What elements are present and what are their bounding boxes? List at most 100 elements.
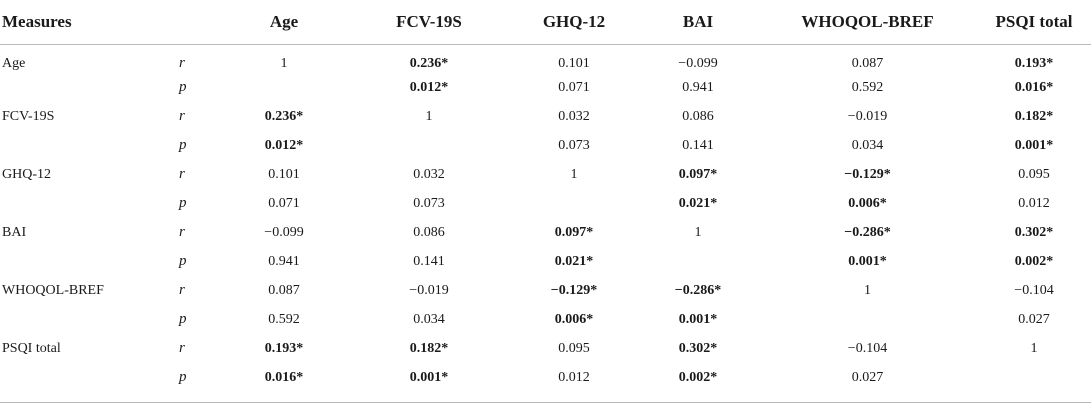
value-cell: −0.286* — [674, 282, 722, 298]
stat-cell: r — [179, 340, 185, 356]
value-cell: 0.012* — [409, 79, 449, 95]
stat-cell: r — [179, 224, 185, 240]
table-row: Age r 1 0.236* 0.101 −0.099 0.087 0.193* — [0, 44, 1091, 73]
measure-name-cell: PSQI total — [2, 340, 61, 356]
value-cell: −0.099 — [264, 224, 304, 240]
table-row: GHQ-12 r 0.101 0.032 1 0.097* −0.129* 0.095 — [0, 160, 1091, 189]
value-cell: 0.141 — [413, 253, 445, 269]
value-cell: −0.286* — [844, 224, 891, 240]
value-cell: 0.001* — [678, 311, 718, 327]
table-row: WHOQOL-BREF r 0.087 −0.019 −0.129* −0.286* 1 −0… — [0, 276, 1091, 305]
value-cell: 0.034 — [851, 137, 884, 153]
value-cell: 0.097* — [554, 224, 594, 240]
value-cell: 0.592 — [851, 79, 884, 95]
measure-name-cell — [0, 363, 178, 392]
value-cell: 0.001* — [848, 253, 887, 269]
column-header-age: Age — [220, 0, 348, 45]
value-cell: 0.101 — [558, 55, 590, 71]
value-cell: 1 — [425, 108, 433, 124]
value-cell: 0.032 — [558, 108, 590, 124]
value-cell: 0.032 — [413, 166, 445, 182]
value-cell: 0.236* — [264, 108, 304, 124]
value-cell — [348, 131, 510, 160]
value-cell — [977, 363, 1091, 392]
value-cell: −0.104 — [1014, 282, 1054, 298]
stat-cell: p — [179, 195, 187, 211]
value-cell: 0.016* — [264, 369, 304, 385]
value-cell: 0.073 — [558, 137, 590, 153]
value-cell: 1 — [864, 282, 871, 298]
value-cell: 0.027 — [851, 369, 884, 385]
stat-cell: p — [179, 311, 187, 327]
value-cell: 0.006* — [848, 195, 887, 211]
value-cell: 0.021* — [554, 253, 594, 269]
value-cell: 0.012* — [264, 137, 304, 153]
column-header-fcv19s: FCV-19S — [348, 0, 510, 45]
value-cell — [220, 73, 348, 102]
table-row: p 0.592 0.034 0.006* 0.001* 0.027 — [0, 305, 1091, 334]
measure-name-cell: FCV-19S — [2, 108, 55, 124]
table-row: p 0.012* 0.071 0.941 0.592 0.016* — [0, 73, 1091, 102]
value-cell: 0.012 — [558, 369, 590, 385]
value-cell: 0.182* — [1014, 108, 1054, 124]
value-cell: 0.141 — [682, 137, 714, 153]
stat-cell: p — [179, 137, 187, 153]
column-header-psqi-total: PSQI total — [977, 0, 1091, 45]
stat-cell: r — [179, 55, 185, 72]
table-row: p 0.071 0.073 0.021* 0.006* 0.012 — [0, 189, 1091, 218]
measure-name-cell: Age — [2, 55, 26, 71]
measure-name-cell — [0, 73, 178, 102]
value-cell: 0.073 — [413, 195, 445, 211]
value-cell: 0.193* — [1014, 55, 1054, 71]
measure-name-cell: GHQ-12 — [2, 166, 51, 182]
stat-cell: r — [179, 282, 185, 298]
table-row: p 0.016* 0.001* 0.012 0.002* 0.027 — [0, 363, 1091, 392]
value-cell: −0.019 — [409, 282, 449, 298]
value-cell: 0.071 — [268, 195, 300, 211]
value-cell: 1 — [1030, 340, 1038, 356]
column-header-measures: Measures — [0, 0, 178, 45]
value-cell: 0.021* — [678, 195, 718, 211]
value-cell: 0.002* — [1014, 253, 1054, 269]
value-cell: 0.001* — [1014, 137, 1054, 153]
correlation-table: Measures Age FCV-19S GHQ-12 BAI WHOQOL-B… — [0, 0, 1091, 392]
value-cell: 1 — [570, 166, 578, 182]
measure-name-cell — [0, 305, 178, 334]
measure-name-cell — [0, 131, 178, 160]
value-cell: 0.182* — [409, 340, 449, 356]
table-row: PSQI total r 0.193* 0.182* 0.095 0.302* −0.104… — [0, 334, 1091, 363]
table-row: p 0.012* 0.073 0.141 0.034 0.001* — [0, 131, 1091, 160]
value-cell: 1 — [694, 224, 702, 240]
value-cell — [638, 247, 758, 276]
column-header-stat — [178, 0, 220, 45]
value-cell: 0.941 — [268, 253, 300, 269]
value-cell: 0.302* — [678, 340, 718, 356]
value-cell: 0.097* — [678, 166, 718, 182]
header-row: Measures Age FCV-19S GHQ-12 BAI WHOQOL-B… — [0, 0, 1091, 45]
stat-cell: p — [179, 369, 187, 385]
stat-cell: p — [179, 79, 187, 95]
table-header: Measures Age FCV-19S GHQ-12 BAI WHOQOL-B… — [0, 0, 1091, 45]
value-cell: 0.071 — [558, 79, 590, 95]
value-cell: −0.129* — [550, 282, 598, 298]
table-row: FCV-19S r 0.236* 1 0.032 0.086 −0.019 0.182* — [0, 102, 1091, 131]
value-cell: 0.016* — [1014, 79, 1054, 95]
value-cell: 0.095 — [1018, 166, 1050, 182]
column-header-whoqol-bref: WHOQOL-BREF — [758, 0, 977, 45]
value-cell: 0.101 — [268, 166, 300, 182]
value-cell: 0.012 — [1018, 195, 1050, 211]
value-cell: −0.019 — [847, 108, 888, 124]
value-cell: 0.001* — [409, 369, 449, 385]
value-cell: 0.095 — [558, 340, 590, 356]
value-cell: 0.941 — [682, 79, 714, 95]
value-cell: 0.592 — [268, 311, 300, 327]
value-cell: 1 — [280, 55, 288, 71]
value-cell: −0.129* — [844, 166, 891, 182]
value-cell: 0.193* — [264, 340, 304, 356]
value-cell: 0.006* — [554, 311, 594, 327]
value-cell — [510, 189, 638, 218]
table-bottom-rule — [0, 402, 1091, 403]
stat-cell: p — [179, 253, 187, 269]
value-cell — [758, 305, 977, 334]
value-cell: 0.087 — [851, 55, 884, 71]
